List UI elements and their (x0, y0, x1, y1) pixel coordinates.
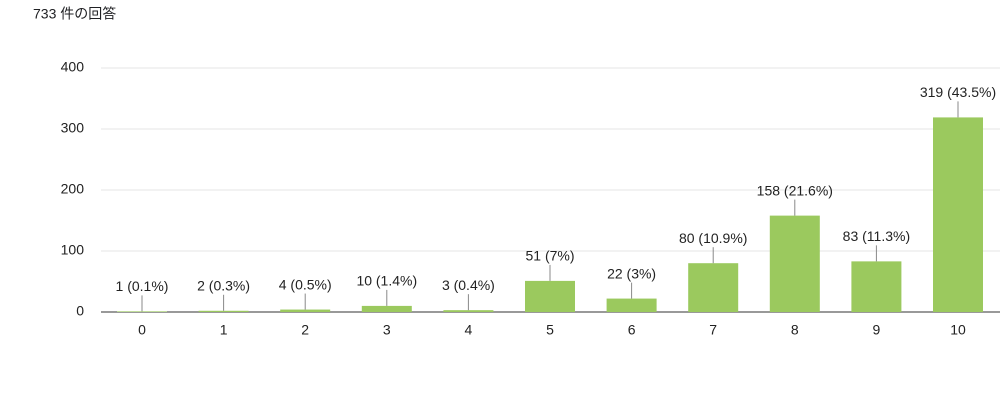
bar (280, 309, 331, 312)
value-label: 319 (43.5%) (920, 84, 996, 100)
bar (933, 117, 983, 312)
bar (198, 310, 249, 312)
x-tick-label: 9 (873, 322, 881, 338)
x-tick-label: 1 (220, 322, 228, 338)
bar (443, 310, 494, 312)
x-tick-label: 0 (138, 322, 146, 338)
y-tick-label: 200 (61, 181, 85, 197)
y-tick-label: 0 (76, 303, 84, 319)
y-tick-label: 400 (61, 59, 85, 75)
x-tick-label: 2 (301, 322, 309, 338)
x-tick-label: 6 (628, 322, 636, 338)
x-tick-label: 5 (546, 322, 554, 338)
x-tick-label: 7 (709, 322, 717, 338)
y-tick-label: 300 (61, 120, 85, 136)
value-label: 3 (0.4%) (442, 277, 495, 293)
bar (525, 280, 575, 312)
y-tick-label: 100 (61, 242, 85, 258)
bar (688, 263, 739, 312)
value-label: 10 (1.4%) (356, 273, 417, 289)
value-label: 51 (7%) (525, 248, 574, 264)
value-label: 158 (21.6%) (757, 182, 833, 198)
x-tick-label: 8 (791, 322, 799, 338)
bar (361, 305, 412, 312)
value-label: 1 (0.1%) (116, 278, 169, 294)
x-tick-label: 4 (465, 322, 473, 338)
bar (117, 311, 167, 312)
x-tick-label: 3 (383, 322, 391, 338)
bar (606, 298, 657, 312)
value-label: 83 (11.3%) (843, 228, 910, 244)
value-label: 22 (3%) (607, 265, 656, 281)
bar (851, 261, 902, 312)
value-label: 2 (0.3%) (197, 277, 250, 293)
value-label: 80 (10.9%) (679, 230, 747, 246)
value-label: 4 (0.5%) (279, 276, 332, 292)
x-tick-label: 10 (950, 322, 966, 338)
bar (769, 215, 820, 312)
response-count: 733 件の回答 (33, 6, 116, 22)
